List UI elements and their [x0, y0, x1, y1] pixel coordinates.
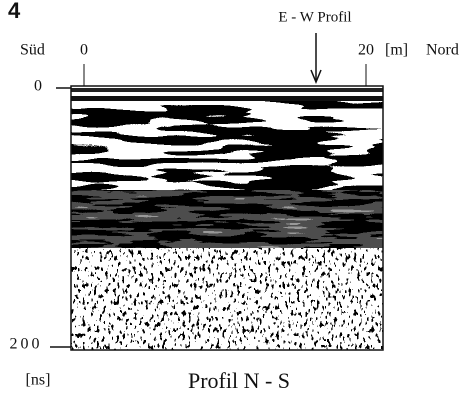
- radargram: [70, 85, 384, 351]
- reflection-layers: [71, 100, 383, 195]
- x-tick-label: 0: [80, 42, 88, 59]
- noise-zone: [71, 248, 383, 350]
- arrow-head: [310, 69, 322, 84]
- x-unit: [m]: [385, 42, 408, 59]
- surface-reflection: [71, 96, 383, 101]
- x-left-label: Süd: [20, 42, 45, 59]
- annotation: E - W Profil: [278, 9, 351, 25]
- figure-number: 4: [8, 0, 21, 23]
- y-tick-label: 200: [10, 336, 43, 353]
- caption: Profil N - S: [188, 368, 290, 393]
- radargram-frame: [70, 85, 384, 351]
- x-right-label: Nord: [426, 42, 459, 59]
- y-tick-label: 0: [34, 78, 42, 95]
- y-unit: [ns]: [26, 372, 51, 389]
- band-layers: [71, 190, 383, 248]
- x-tick-label: 20: [358, 42, 374, 59]
- surface-reflection: [71, 88, 383, 92]
